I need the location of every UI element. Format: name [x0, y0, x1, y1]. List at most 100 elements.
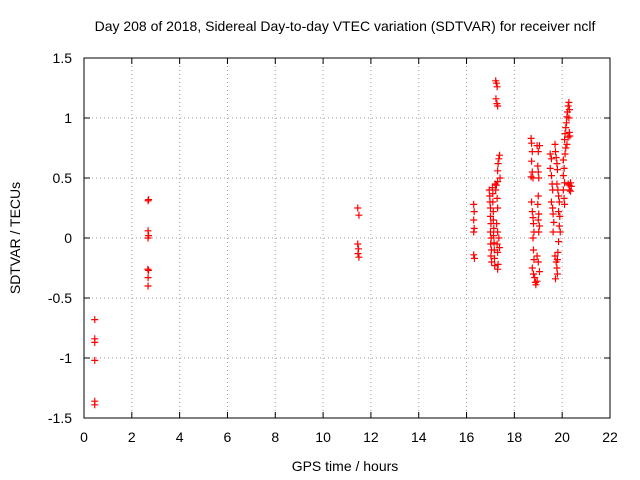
data-point [470, 228, 478, 236]
data-point [561, 136, 569, 144]
data-point [489, 198, 497, 206]
data-point [564, 102, 572, 110]
data-point [549, 204, 557, 212]
data-point [531, 274, 539, 282]
x-tick-label: 8 [271, 429, 279, 445]
data-point [562, 119, 570, 127]
data-point [529, 246, 537, 254]
data-point [546, 150, 554, 158]
y-axis-label: SDTVAR / TECUs [7, 182, 23, 294]
data-point [494, 204, 502, 212]
data-point [354, 240, 362, 248]
data-point [565, 98, 573, 106]
x-tick-label: 18 [507, 429, 523, 445]
data-point [493, 220, 501, 228]
data-point [553, 166, 561, 174]
data-point [145, 196, 153, 204]
y-tick-label: 0.5 [53, 170, 73, 186]
data-point [494, 102, 502, 110]
data-point [144, 265, 152, 273]
data-point [532, 281, 540, 289]
data-point [535, 174, 543, 182]
data-point [494, 248, 502, 256]
data-point [528, 157, 536, 165]
data-point [553, 264, 561, 272]
data-point [470, 254, 478, 262]
x-tick-label: 22 [602, 429, 618, 445]
data-point [494, 265, 502, 273]
data-point [144, 274, 152, 282]
grid [84, 58, 610, 418]
y-tick-label: 0 [64, 230, 72, 246]
data-point [534, 192, 542, 200]
data-point [566, 132, 574, 140]
data-point [535, 210, 543, 218]
data-point [528, 208, 536, 216]
data-point [490, 224, 498, 232]
data-point [562, 124, 570, 132]
data-point [486, 228, 494, 236]
y-tick-labels: -1.5 -1 -0.5 0 0.5 1 1.5 [48, 50, 72, 426]
data-point [551, 252, 559, 260]
data-point [565, 186, 573, 194]
data-point [551, 140, 559, 148]
y-tick-label: 1.5 [53, 50, 73, 66]
data-point [530, 256, 538, 264]
data-point [486, 212, 494, 220]
x-tick-label: 4 [176, 429, 184, 445]
data-point [567, 179, 575, 187]
data-point [553, 160, 561, 168]
data-point [561, 179, 569, 187]
data-point [535, 268, 543, 276]
data-point [535, 142, 543, 150]
data-point [529, 270, 537, 278]
data-point [562, 144, 570, 152]
data-point [355, 211, 363, 219]
data-point [487, 252, 495, 260]
x-tick-label: 14 [411, 429, 427, 445]
x-tick-label: 0 [80, 429, 88, 445]
data-point [91, 401, 99, 409]
data-point [534, 200, 542, 208]
data-point [470, 216, 478, 224]
x-axis-label: GPS time / hours [292, 458, 399, 474]
x-tick-label: 16 [459, 429, 475, 445]
data-point [547, 172, 555, 180]
data-point [563, 140, 571, 148]
data-point [488, 258, 496, 266]
data-point [528, 148, 536, 156]
data-point [487, 240, 495, 248]
data-point [495, 155, 503, 163]
data-point [529, 214, 537, 222]
data-point [560, 194, 568, 202]
x-tick-label: 20 [554, 429, 570, 445]
data-point [555, 192, 563, 200]
data-point [561, 200, 569, 208]
data-point [492, 79, 500, 87]
data-point [529, 220, 537, 228]
data-point [555, 238, 563, 246]
x-tick-labels: 0 2 4 6 8 10 12 14 16 18 20 22 [80, 429, 618, 445]
data-point [561, 130, 569, 138]
data-point [490, 232, 498, 240]
data-point [567, 182, 575, 190]
data-point [496, 174, 504, 182]
data-point [489, 216, 497, 224]
data-point [549, 210, 557, 218]
data-point [559, 156, 567, 164]
x-tick-label: 6 [224, 429, 232, 445]
data-point [355, 253, 363, 261]
data-point [492, 186, 500, 194]
data-point [551, 148, 559, 156]
data-point [494, 160, 502, 168]
x-tick-label: 2 [128, 429, 136, 445]
data-point [528, 168, 536, 176]
data-point [564, 133, 572, 141]
data-point [555, 222, 563, 230]
data-point [552, 154, 560, 162]
data-point [565, 106, 573, 114]
data-point [546, 164, 554, 172]
data-point [555, 208, 563, 216]
data-point [486, 204, 494, 212]
